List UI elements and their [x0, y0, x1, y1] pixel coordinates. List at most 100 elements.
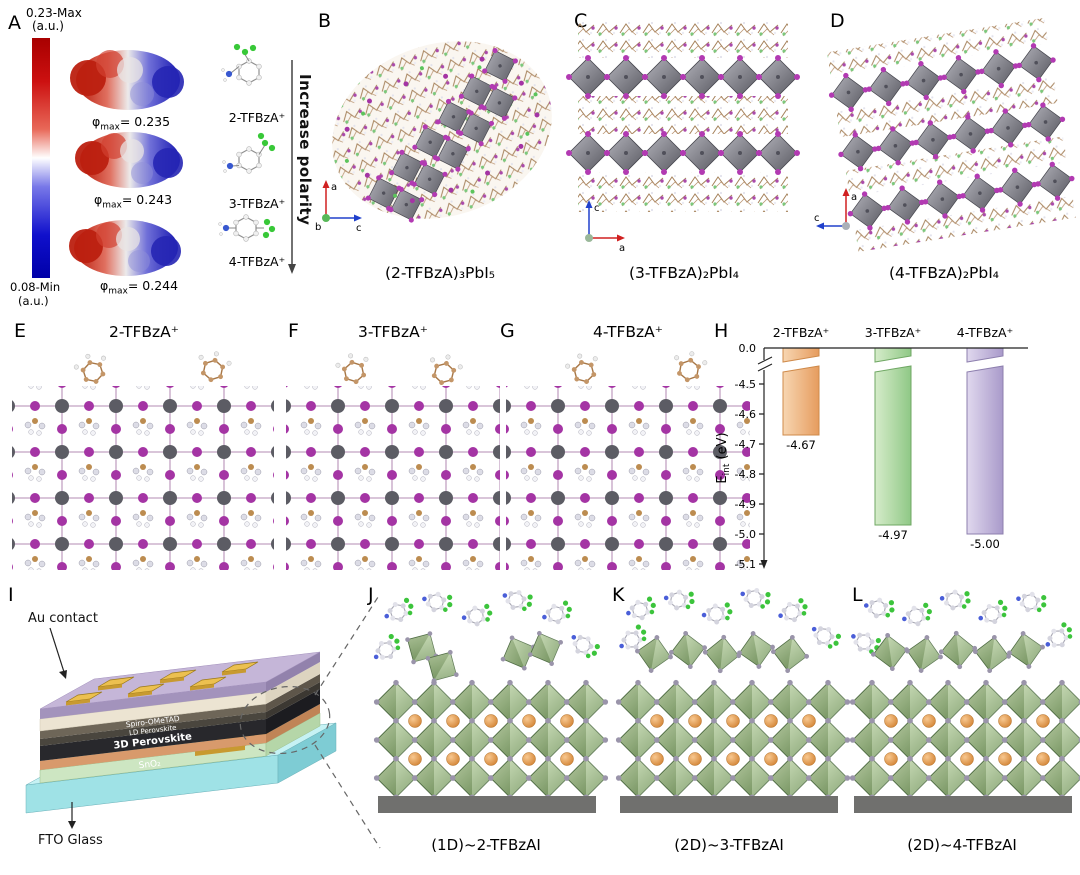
zoom-dashed-lines: [239, 593, 381, 849]
panel-j-label: J: [368, 584, 374, 606]
molecule-name-3: 4-TFBzA⁺: [228, 254, 286, 269]
chart-yticks: 0.0 -4.5 -4.6 -4.7 -4.8 -4.9 -5.0 -5.1: [735, 342, 756, 571]
phi-label-2: φmax= 0.243: [94, 192, 173, 211]
panel-c: C c a (3-TFBzA)₂PbI₄: [565, 6, 801, 312]
bar-2tfbza: [782, 365, 820, 436]
ytick-0: 0.0: [739, 342, 757, 355]
ytick-6: -5.0: [735, 528, 756, 541]
caption-l: (2D)~4-TFBzAI: [907, 836, 1017, 854]
perovskite-lattice: [286, 386, 500, 570]
panel-h: H 2-TFBzA⁺ 3-TFBzA⁺ 4-TFBzA⁺ 0.0 -4.5 -4…: [712, 320, 1080, 578]
esp-surface-3: [69, 220, 181, 276]
layer-label-sno2: SnO₂: [138, 759, 162, 772]
axis-c-label: c: [814, 213, 820, 224]
bar-value-1: -4.67: [786, 438, 816, 452]
axis-c-label: c: [356, 223, 362, 234]
substrate-bar: [378, 796, 596, 813]
device-schematic: Spiro-OMeTAD LD Perovskite 3D Perovskite…: [25, 593, 381, 849]
octahedra-row-1: [565, 54, 801, 100]
bar-value-2: -4.97: [878, 528, 908, 542]
axis-indicator-c: c a: [585, 200, 625, 254]
ytick-1: -4.5: [735, 378, 756, 391]
panel-k-label: K: [612, 584, 625, 606]
panel-a-label: A: [8, 12, 21, 34]
chart-category-2: 3-TFBzA⁺: [865, 325, 921, 340]
surface-structure-e: [12, 347, 274, 570]
octahedra-row-2: [565, 130, 801, 176]
panel-f: F 3-TFBzA⁺: [284, 320, 502, 576]
molecule-name-1: 2-TFBzA⁺: [228, 110, 286, 125]
panel-h-label: H: [714, 320, 729, 342]
axis-indicator-b: a c b: [315, 180, 362, 234]
caption-k: (2D)~3-TFBzAI: [674, 836, 784, 854]
esp-graphics: [69, 43, 296, 276]
colorbar: [32, 38, 50, 278]
colorbar-min-unit: (a.u.): [18, 294, 49, 308]
molecule-cluster: [367, 584, 604, 668]
axis-indicator-d: a c: [814, 188, 857, 230]
panel-f-label: F: [288, 320, 299, 342]
surface-title-g: 4-TFBzA⁺: [593, 323, 663, 341]
device-layer-spiro: [40, 674, 320, 739]
ytick-5: -4.9: [735, 498, 756, 511]
panel-g-label: G: [500, 320, 515, 342]
ytick-2: -4.6: [735, 408, 756, 421]
panel-l: L: [844, 580, 1080, 875]
caption-c: (3-TFBzA)₂PbI₄: [628, 264, 740, 282]
fto-glass-arrow: [68, 802, 76, 829]
bar-4tfbza: [966, 365, 1004, 535]
perovskite-3d-octahedra: [615, 679, 851, 801]
surface-octahedra-2d: [867, 627, 1049, 677]
polarity-arrow: [288, 60, 296, 274]
perovskite-3d-octahedra: [849, 679, 1080, 801]
panel-k: K: [610, 580, 851, 875]
ytick-7: -5.1: [735, 558, 756, 571]
panel-a: A 0.23-Max (a.u.) 0.08-Min (a.u.): [6, 6, 314, 318]
panel-j: J: [366, 580, 609, 875]
panel-b-label: B: [318, 10, 332, 32]
axis-a-label: a: [851, 192, 857, 203]
chart-y-axis: [757, 347, 1028, 565]
molecule-structure-1: [221, 43, 262, 87]
au-contact-label: Au contact: [28, 611, 98, 626]
axis-b-label: b: [315, 222, 321, 233]
panel-g: G 4-TFBzA⁺: [500, 320, 752, 576]
axis-arrowhead: [760, 560, 768, 569]
crystal-structure-d: a c: [814, 17, 1079, 252]
caption-d: (4-TFBzA)₂PbI₄: [888, 264, 1000, 282]
bar-value-3: -5.00: [970, 537, 1000, 551]
surface-octahedra-1d: [395, 621, 571, 693]
surface-title-e: 2-TFBzA⁺: [109, 323, 179, 341]
colorbar-max-label: 0.23-Max: [26, 6, 82, 20]
chart-category-3: 4-TFBzA⁺: [957, 325, 1013, 340]
colorbar-max-unit: (a.u.): [32, 19, 64, 33]
substrate-bar: [620, 796, 838, 813]
polarity-arrow-label: Increase polarity: [296, 74, 314, 226]
fto-glass-label: FTO Glass: [38, 833, 103, 848]
axis-c-label: c: [594, 203, 600, 214]
panel-i-label: I: [8, 584, 14, 606]
perovskite-lattice: [506, 386, 750, 570]
surface-title-f: 3-TFBzA⁺: [358, 323, 428, 341]
surface-octahedra-2d: [631, 627, 813, 677]
axis-a-label: a: [331, 182, 337, 193]
device-layer-3d-perovskite: [40, 689, 320, 761]
molecule-name-2: 3-TFBzA⁺: [228, 196, 286, 211]
perovskite-3d-octahedra: [373, 679, 609, 801]
substrate-bar: [854, 796, 1072, 813]
a-site-cations: [884, 714, 1050, 766]
device-layer-orange: [40, 704, 320, 770]
panel-e-label: E: [14, 320, 27, 342]
molecule-structure-2: [222, 132, 276, 174]
crystal-structure-c: c a: [565, 22, 801, 254]
panel-e: E 2-TFBzA⁺: [8, 320, 280, 576]
bar-3tfbza: [874, 365, 912, 526]
caption-j: (1D)~2-TFBzAI: [431, 836, 541, 854]
structure-j: [367, 584, 609, 813]
panel-d-label: D: [830, 10, 845, 32]
chart-value-labels: -4.67 -4.97 -5.00: [786, 438, 1000, 551]
axis-a-label: a: [619, 243, 625, 254]
panel-b: B: [312, 6, 568, 312]
molecule-structure-3: [218, 214, 276, 242]
